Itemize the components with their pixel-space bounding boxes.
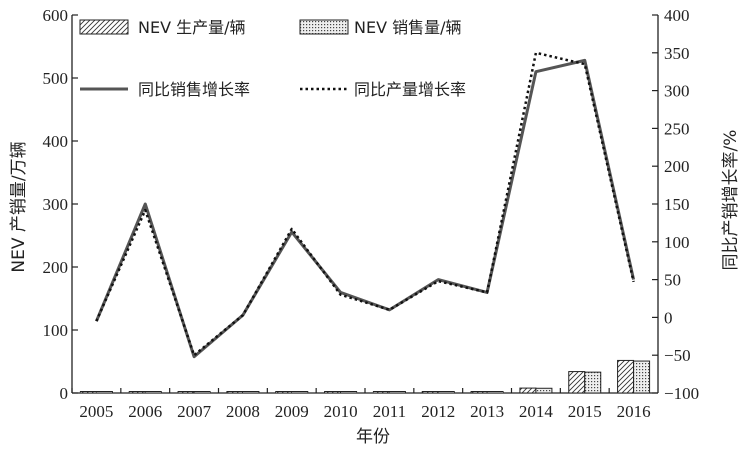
- y-right-tick-label-8: 300: [664, 82, 690, 101]
- x-tick-label-2009: 2009: [275, 402, 309, 421]
- bar-sales-2007: [193, 391, 211, 394]
- bar-sales-2010: [340, 391, 358, 394]
- plot-frame: [71, 15, 659, 394]
- y-right-tick-label-7: 250: [664, 119, 690, 138]
- bar-production-2007: [177, 391, 195, 394]
- bar-sales-2014: [535, 387, 553, 394]
- y-right-tick-label-6: 200: [664, 157, 690, 176]
- x-tick-label-2010: 2010: [324, 402, 358, 421]
- bar-sales-2015: [584, 371, 602, 394]
- y-left-tick-label-0: 0: [60, 384, 69, 403]
- bar-production-2009: [275, 391, 293, 394]
- bar-production-2010: [324, 391, 342, 394]
- bar-production-2008: [226, 391, 244, 394]
- bar-production-2006: [128, 391, 146, 394]
- bar-sales-2009: [291, 391, 309, 394]
- legend-label-sales: NEV 销售量/辆: [354, 18, 462, 37]
- legend: NEV 生产量/辆 NEV 销售量/辆 同比销售增长率 同比产量增长率: [79, 18, 466, 99]
- x-axis-title: 年份: [356, 427, 390, 447]
- y-axis-right-title: 同比产销增长率/%: [721, 130, 741, 271]
- x-tick-label-2012: 2012: [421, 402, 455, 421]
- bar-sales-2012: [437, 391, 455, 394]
- legend-swatch-production: [79, 19, 129, 35]
- y-left-tick-label-400: 400: [43, 132, 69, 151]
- bar-production-2012: [421, 391, 439, 394]
- y-right-tick-label-1: −50: [664, 346, 691, 365]
- x-tick-label-2013: 2013: [470, 402, 504, 421]
- bar-sales-2016: [633, 360, 651, 394]
- line-sales-growth: [95, 58, 636, 359]
- y-right-tick-label-4: 100: [664, 233, 690, 252]
- x-tick-label-2011: 2011: [373, 402, 406, 421]
- bar-sales-2005: [95, 391, 113, 394]
- x-tick-label-2015: 2015: [568, 402, 602, 421]
- y-left-tick-label-600: 600: [43, 6, 69, 25]
- x-tick-label-2006: 2006: [128, 402, 162, 421]
- tick-layer: 0 100 200 300 400 500 600 −100 −50 0 50 100 150 200 25…: [43, 6, 700, 421]
- bar-production-2014: [519, 387, 537, 394]
- x-tick-label-2016: 2016: [617, 402, 651, 421]
- y-right-tick-label-5: 150: [664, 195, 690, 214]
- bar-production-2013: [470, 391, 488, 394]
- bar-production-2015: [568, 371, 586, 394]
- bar-layer: [79, 359, 651, 394]
- bar-sales-2008: [242, 391, 260, 394]
- x-tick-label-2005: 2005: [79, 402, 113, 421]
- legend-swatch-sales: [299, 19, 349, 35]
- y-right-tick-label-10: 400: [664, 6, 690, 25]
- legend-label-sales-growth: 同比销售增长率: [138, 80, 250, 99]
- bar-production-2011: [372, 391, 390, 394]
- bar-sales-2006: [144, 391, 162, 394]
- bar-production-2005: [79, 391, 97, 394]
- x-tick-label-2014: 2014: [519, 402, 554, 421]
- y-left-tick-label-500: 500: [43, 69, 69, 88]
- legend-label-production-growth: 同比产量增长率: [354, 80, 466, 99]
- y-left-tick-label-100: 100: [43, 321, 69, 340]
- bar-sales-2013: [486, 391, 504, 394]
- y-right-tick-label-2: 0: [664, 308, 673, 327]
- y-right-tick-label-3: 50: [664, 271, 681, 290]
- line-production-growth: [95, 51, 635, 357]
- x-tick-label-2007: 2007: [177, 402, 212, 421]
- legend-label-production: NEV 生产量/辆: [138, 18, 246, 37]
- y-right-tick-label-9: 350: [664, 44, 690, 63]
- x-tick-label-2008: 2008: [226, 402, 260, 421]
- line-layer: [95, 51, 636, 359]
- y-left-tick-label-300: 300: [43, 195, 69, 214]
- y-left-tick-label-200: 200: [43, 258, 69, 277]
- y-right-tick-label-0: −100: [664, 384, 699, 403]
- bar-production-2016: [617, 359, 635, 394]
- y-axis-left-title: NEV 产销量/万辆: [9, 141, 29, 272]
- bar-sales-2011: [388, 391, 406, 394]
